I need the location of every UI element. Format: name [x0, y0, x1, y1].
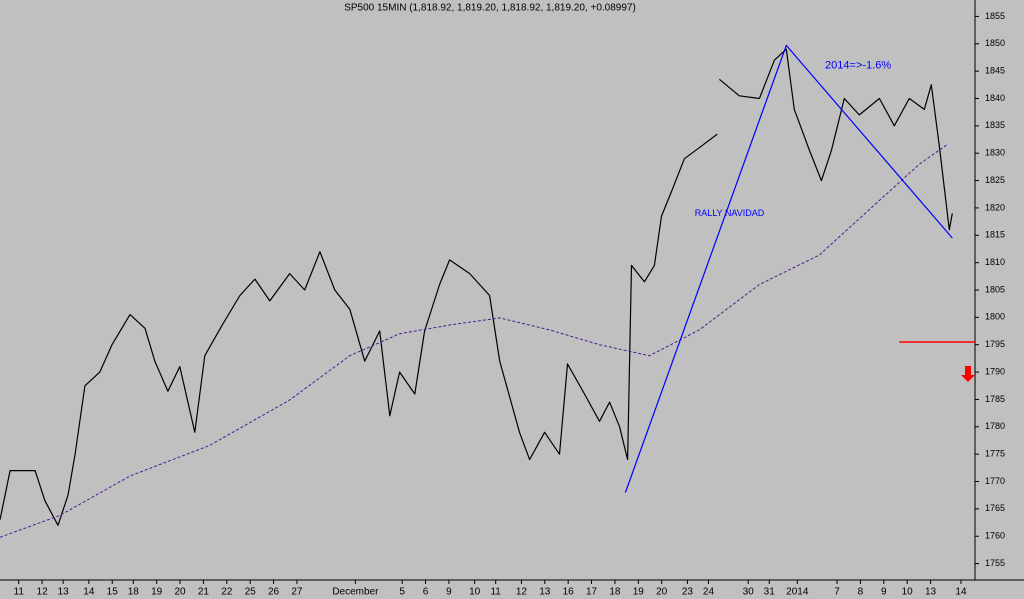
x-tick-label: 7 — [834, 587, 840, 598]
x-tick-label: 19 — [151, 587, 163, 598]
x-tick-label: 23 — [682, 587, 694, 598]
x-tick-label: 21 — [198, 587, 210, 598]
x-tick-label: 13 — [925, 587, 937, 598]
x-tick-label: 22 — [221, 587, 233, 598]
x-tick-label: 18 — [128, 587, 140, 598]
y-tick-label: 1775 — [985, 449, 1005, 459]
y-tick-label: 1815 — [985, 230, 1005, 240]
x-tick-label: 17 — [586, 587, 598, 598]
y-tick-label: 1755 — [985, 558, 1005, 568]
y-tick-label: 1805 — [985, 284, 1005, 294]
y-tick-label: 1770 — [985, 476, 1005, 486]
x-tick-label: 2014 — [786, 587, 809, 598]
x-tick-label: 11 — [14, 587, 25, 598]
y-tick-label: 1855 — [985, 11, 1005, 21]
annotation: RALLY NAVIDAD — [695, 208, 765, 218]
x-tick-label: 31 — [764, 587, 776, 598]
x-tick-label: 12 — [37, 587, 49, 598]
down-arrow — [961, 366, 975, 382]
x-tick-label: 12 — [516, 587, 528, 598]
y-tick-label: 1835 — [985, 120, 1005, 130]
y-tick-label: 1845 — [985, 66, 1005, 76]
series-line — [0, 48, 953, 526]
x-tick-label: 5 — [399, 587, 405, 598]
x-tick-label: 13 — [539, 587, 551, 598]
y-tick-label: 1810 — [985, 257, 1005, 267]
y-tick-label: 1785 — [985, 394, 1005, 404]
x-tick-label: 10 — [902, 587, 914, 598]
x-tick-label: 14 — [83, 587, 95, 598]
y-tick-label: 1820 — [985, 202, 1005, 212]
y-tick-label: 1780 — [985, 421, 1005, 431]
x-tick-label: 20 — [174, 587, 186, 598]
x-tick-label: 19 — [633, 587, 645, 598]
x-tick-label: 20 — [656, 587, 668, 598]
x-tick-label: 26 — [268, 587, 280, 598]
x-tick-label: 11 — [490, 587, 501, 598]
y-tick-label: 1760 — [985, 531, 1005, 541]
y-axis-panel — [975, 0, 1024, 599]
x-tick-label: 18 — [609, 587, 621, 598]
x-tick-label: 25 — [245, 587, 257, 598]
chart-title: SP500 15MIN (1,818.92, 1,819.20, 1,818.9… — [344, 3, 636, 14]
x-tick-label: 30 — [743, 587, 755, 598]
annotation: 2014=>-1.6% — [825, 60, 891, 72]
y-tick-label: 1850 — [985, 38, 1005, 48]
y-tick-label: 1830 — [985, 148, 1005, 158]
y-tick-label: 1825 — [985, 175, 1005, 185]
y-tick-label: 1800 — [985, 312, 1005, 322]
x-tick-label: 9 — [881, 587, 887, 598]
x-tick-label: 10 — [469, 587, 481, 598]
y-tick-label: 1795 — [985, 339, 1005, 349]
y-tick-label: 1840 — [985, 93, 1005, 103]
x-tick-label: 15 — [107, 587, 119, 598]
x-tick-label: 8 — [858, 587, 864, 598]
x-tick-label: 13 — [58, 587, 70, 598]
x-tick-label: 9 — [446, 587, 452, 598]
x-tick-label: 14 — [955, 587, 967, 598]
series-line — [0, 144, 948, 538]
y-tick-label: 1790 — [985, 366, 1005, 376]
y-tick-label: 1765 — [985, 503, 1005, 513]
x-tick-label: 16 — [563, 587, 575, 598]
series-line — [624, 44, 953, 493]
x-tick-label: 6 — [423, 587, 429, 598]
x-tick-label: 24 — [703, 587, 715, 598]
x-tick-label: 27 — [291, 587, 303, 598]
x-tick-label: December — [332, 587, 379, 598]
